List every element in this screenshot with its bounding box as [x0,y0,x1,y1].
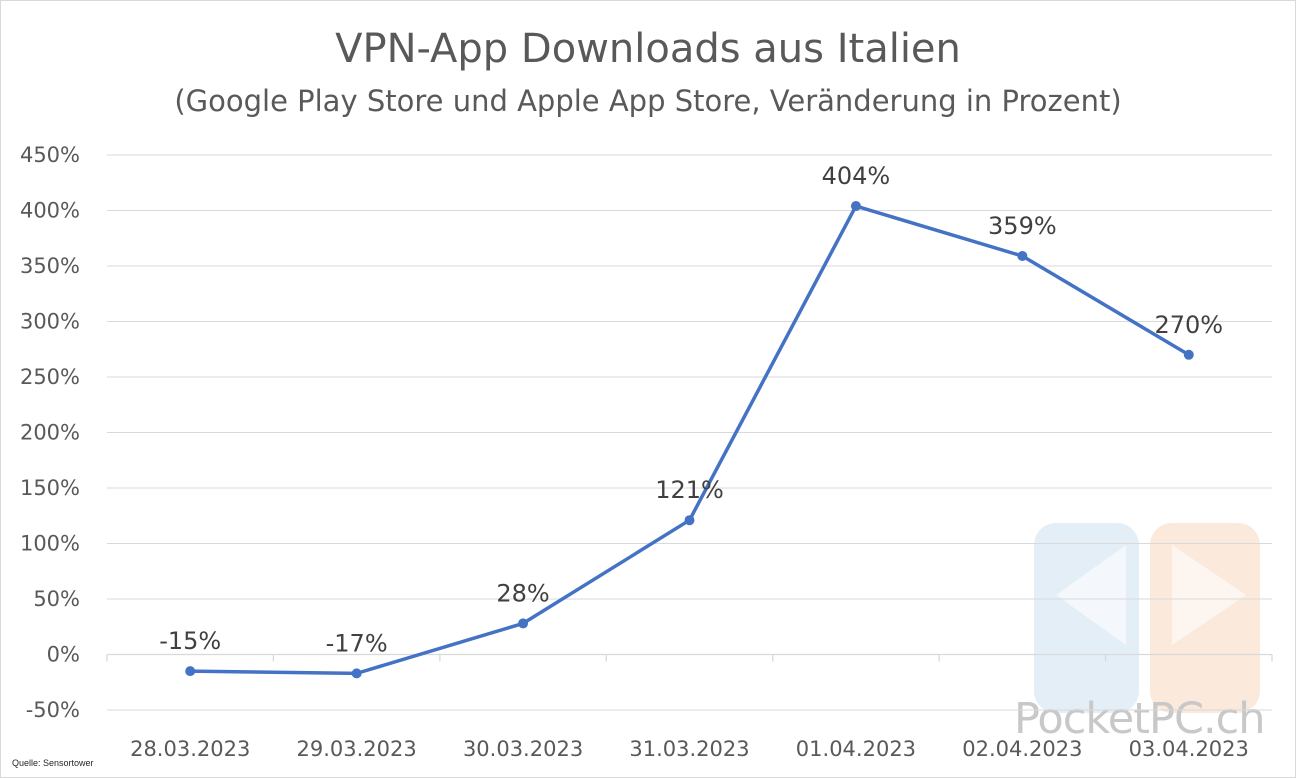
y-tick-label: 100% [20,532,80,556]
data-label: 28% [496,579,549,607]
x-tick-label: 28.03.2023 [130,737,250,761]
series-line [185,201,1194,679]
y-tick-label: 150% [20,476,80,500]
source-note: Quelle: Sensortower [12,758,94,768]
x-tick-label: 03.04.2023 [1129,737,1249,761]
data-point [351,668,362,679]
data-label: 359% [988,212,1057,240]
x-tick-label: 30.03.2023 [463,737,583,761]
gridlines [106,154,1273,711]
data-label: 121% [655,476,724,504]
data-labels: -15% -17% 28% 121% 404% 359% 270% [159,162,1223,657]
x-tick-label: 01.04.2023 [796,737,916,761]
y-tick-label: 50% [33,587,80,611]
data-point [1183,349,1194,360]
y-tick-label: 0% [47,643,80,667]
data-label: -15% [159,627,221,655]
data-label: 270% [1154,311,1223,339]
data-label: -17% [326,629,388,657]
y-tick-label: 350% [20,254,80,278]
data-point [1017,251,1028,262]
y-tick-label: 450% [20,143,80,167]
data-point [850,201,861,212]
y-tick-label: 250% [20,365,80,389]
data-point [684,515,695,526]
series-line-path [190,204,1190,676]
pocketpc-logo-icon [1034,523,1260,713]
y-tick-label: -50% [26,698,80,722]
y-axis-ticks: -50% 0% 50% 100% 150% 200% 250% 300% 350% 400% 450… [20,143,80,722]
x-axis-ticks: 28.03.2023 29.03.2023 30.03.2023 31.03.2023… [130,737,1249,761]
watermark-text: PocketPC.ch [1014,694,1266,744]
x-tick-label: 29.03.2023 [297,737,417,761]
y-tick-label: 400% [20,199,80,223]
x-tick-label: 31.03.2023 [629,737,749,761]
y-tick-label: 300% [20,310,80,334]
x-tick-label: 02.04.2023 [962,737,1082,761]
y-tick-label: 200% [20,421,80,445]
data-point [185,666,196,677]
data-label: 404% [822,162,891,190]
data-point [518,618,529,629]
chart-title: VPN-App Downloads aus Italien [335,26,961,72]
chart-subtitle: (Google Play Store und Apple App Store, … [174,84,1122,118]
